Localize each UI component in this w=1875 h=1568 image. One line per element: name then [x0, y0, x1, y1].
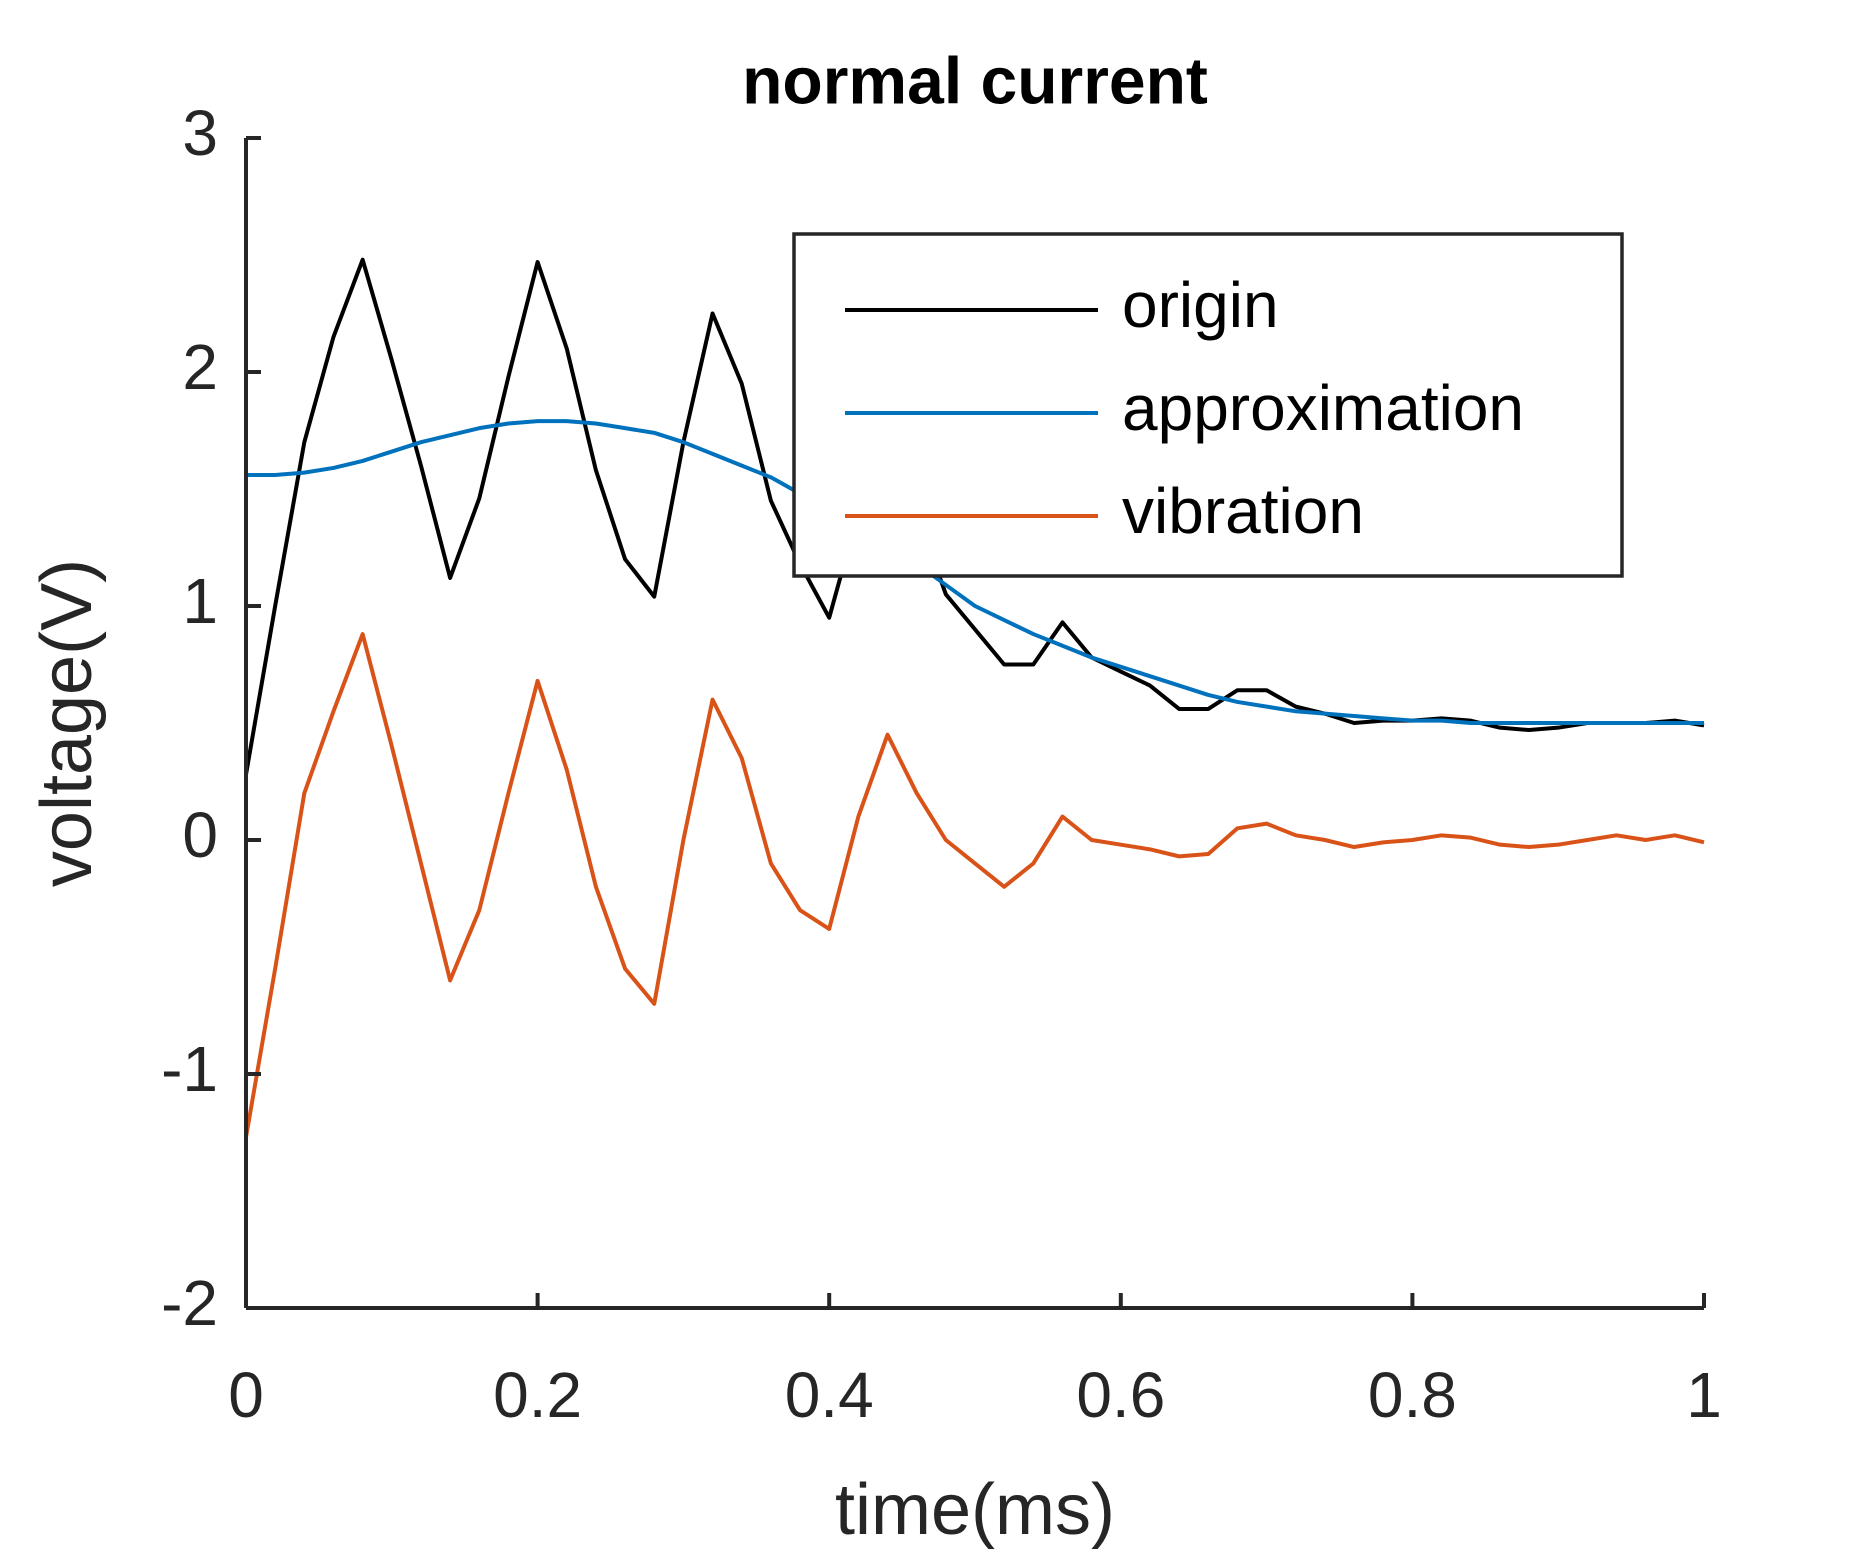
- x-tick-label: 0.6: [1076, 1359, 1165, 1431]
- legend-label: origin: [1122, 269, 1279, 341]
- y-tick-label: 2: [182, 331, 218, 403]
- legend-label: approximation: [1122, 372, 1524, 444]
- data-line: [246, 419, 1704, 725]
- x-tick-label: 0: [228, 1359, 264, 1431]
- y-tick-label: -1: [161, 1033, 218, 1105]
- data-line: [244, 632, 1705, 1138]
- x-tick-label: 0.2: [493, 1359, 582, 1431]
- y-tick-label: 3: [182, 97, 218, 169]
- y-tick-label: -2: [161, 1267, 218, 1339]
- x-tick-label: 0.8: [1368, 1359, 1457, 1431]
- y-axis-label: voltage(V): [27, 559, 107, 887]
- y-tick-label: 0: [182, 799, 218, 871]
- x-tick-label: 1: [1686, 1359, 1722, 1431]
- legend-box: [792, 232, 1624, 578]
- legend-label: vibration: [1122, 475, 1364, 547]
- y-tick-label: 1: [182, 565, 218, 637]
- x-axis-label: time(ms): [835, 1470, 1115, 1550]
- x-tick-label: 0.4: [785, 1359, 874, 1431]
- legend: origin approximation vibration: [792, 232, 1624, 578]
- chart-title: normal current: [742, 43, 1208, 117]
- data-line: [244, 257, 1705, 775]
